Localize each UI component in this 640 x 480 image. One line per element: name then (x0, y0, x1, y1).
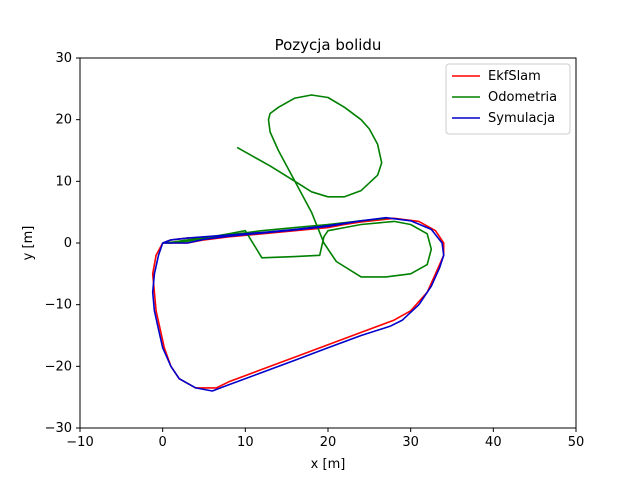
series-line-odometria (161, 94, 433, 278)
legend-box (445, 63, 571, 135)
x-tick-label: 0 (159, 435, 167, 450)
y-axis: −30 −20 −10 0 10 20 30 (45, 51, 80, 436)
y-tick-label: −10 (45, 298, 72, 313)
y-tick-label: −20 (45, 359, 72, 374)
x-tick-label: 50 (568, 435, 585, 450)
y-axis-label: y [m] (21, 226, 36, 261)
x-tick-label: 30 (402, 435, 419, 450)
legend-label: EkfSlam (488, 69, 541, 84)
y-tick-label: 10 (55, 174, 72, 189)
series-line-ekfslam (151, 217, 445, 389)
series-line-symulacja (151, 216, 445, 392)
x-axis: −10 0 10 20 30 40 50 (66, 428, 584, 450)
y-tick-label: 20 (55, 113, 72, 128)
x-axis-label: x [m] (311, 457, 346, 472)
x-tick-label: 20 (320, 435, 337, 450)
y-tick-label: −30 (45, 421, 72, 436)
x-tick-label: 10 (237, 435, 254, 450)
x-tick-label: 40 (485, 435, 502, 450)
legend-label: Odometria (488, 90, 557, 105)
legend-label: Symulacja (488, 111, 555, 126)
x-tick-label: −10 (66, 435, 93, 450)
y-tick-label: 0 (64, 236, 72, 251)
legend: EkfSlam Odometria Symulacja (445, 63, 571, 135)
y-tick-label: 30 (55, 51, 72, 66)
chart-title: Pozycja bolidu (275, 36, 382, 54)
